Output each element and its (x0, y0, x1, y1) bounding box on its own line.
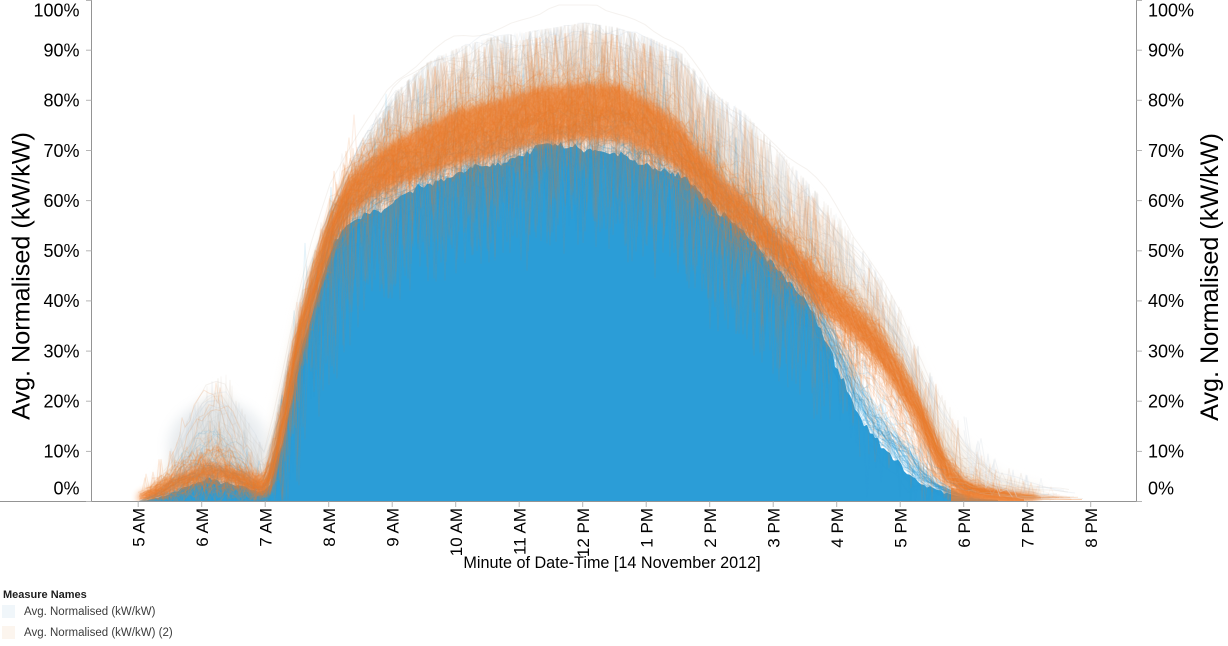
svg-text:60%: 60% (43, 191, 79, 211)
svg-text:40%: 40% (43, 291, 79, 311)
svg-text:11 AM: 11 AM (511, 508, 530, 555)
svg-text:50%: 50% (1148, 241, 1184, 261)
svg-text:Avg. Normalised (kW/kW): Avg. Normalised (kW/kW) (24, 606, 156, 618)
svg-text:70%: 70% (43, 141, 79, 161)
svg-text:5 PM: 5 PM (892, 508, 911, 548)
svg-text:7 PM: 7 PM (1019, 508, 1038, 548)
svg-text:0%: 0% (1148, 479, 1174, 499)
svg-text:Avg. Normalised (kW/kW): Avg. Normalised (kW/kW) (1196, 133, 1224, 421)
svg-text:2 PM: 2 PM (701, 508, 720, 548)
svg-text:90%: 90% (43, 41, 79, 61)
svg-text:Avg. Normalised (kW/kW) (2): Avg. Normalised (kW/kW) (2) (24, 627, 173, 639)
svg-text:5 AM: 5 AM (130, 508, 149, 547)
svg-text:12 PM: 12 PM (574, 508, 593, 557)
svg-text:9 AM: 9 AM (384, 508, 403, 547)
svg-text:6 AM: 6 AM (193, 508, 212, 547)
svg-text:Measure Names: Measure Names (3, 589, 87, 601)
svg-text:30%: 30% (43, 341, 79, 361)
svg-text:30%: 30% (1148, 341, 1184, 361)
svg-text:1 PM: 1 PM (638, 508, 657, 548)
svg-text:8 PM: 8 PM (1082, 508, 1101, 548)
svg-text:40%: 40% (1148, 291, 1184, 311)
svg-text:10%: 10% (1148, 442, 1184, 462)
svg-text:4 PM: 4 PM (828, 508, 847, 548)
svg-text:80%: 80% (43, 91, 79, 111)
svg-text:60%: 60% (1148, 191, 1184, 211)
svg-text:3 PM: 3 PM (765, 508, 784, 548)
svg-text:50%: 50% (43, 241, 79, 261)
svg-text:100%: 100% (33, 1, 79, 21)
svg-text:90%: 90% (1148, 41, 1184, 61)
svg-text:Avg. Normalised (kW/kW): Avg. Normalised (kW/kW) (8, 132, 36, 420)
svg-text:Minute of Date-Time [14 Novemb: Minute of Date-Time [14 November 2012] (463, 554, 760, 572)
svg-text:80%: 80% (1148, 91, 1184, 111)
svg-text:100%: 100% (1148, 1, 1194, 21)
svg-text:0%: 0% (53, 479, 79, 499)
svg-text:10 AM: 10 AM (447, 508, 466, 556)
svg-text:70%: 70% (1148, 141, 1184, 161)
svg-text:20%: 20% (1148, 392, 1184, 412)
svg-text:10%: 10% (43, 442, 79, 462)
svg-text:8 AM: 8 AM (320, 508, 339, 547)
svg-text:20%: 20% (43, 392, 79, 412)
svg-text:6 PM: 6 PM (955, 508, 974, 548)
svg-text:7 AM: 7 AM (257, 508, 276, 547)
